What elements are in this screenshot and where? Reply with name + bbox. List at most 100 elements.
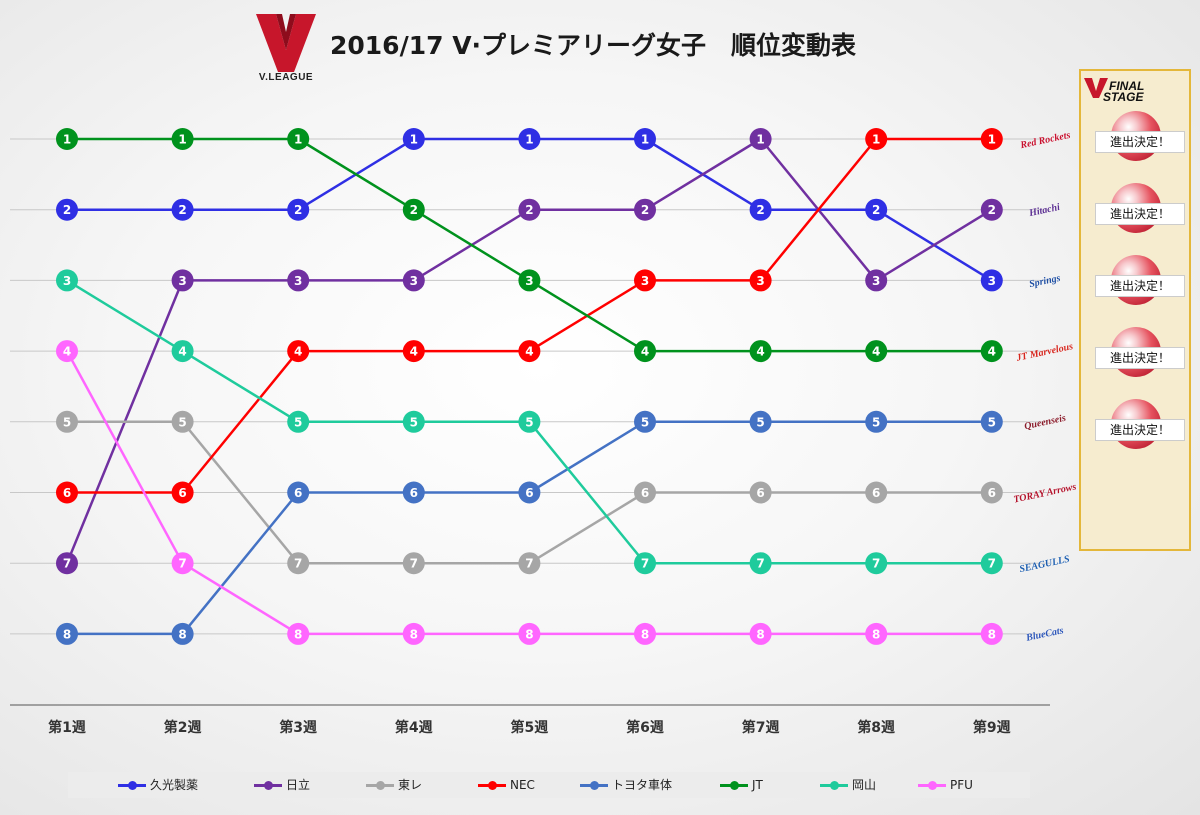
seagulls-logo: SEAGULLS <box>1012 541 1078 587</box>
data-point: 4 <box>634 340 656 363</box>
data-point-marker <box>865 410 888 433</box>
data-point: 8 <box>402 622 425 645</box>
data-point: 6 <box>56 481 78 504</box>
data-label: 3 <box>756 274 764 288</box>
data-point-marker <box>287 269 310 292</box>
data-point: 3 <box>865 269 888 292</box>
data-point-marker <box>402 340 425 363</box>
data-point-marker <box>518 410 541 433</box>
data-label: 7 <box>641 557 649 571</box>
data-label: 1 <box>988 133 996 147</box>
data-point: 1 <box>980 128 1003 150</box>
advance-label: 進出決定！ <box>1095 419 1185 441</box>
data-label: 2 <box>410 203 418 217</box>
data-label: 4 <box>410 345 418 359</box>
legend-label: PFU <box>950 778 973 792</box>
data-point-marker <box>518 552 541 575</box>
data-point: 5 <box>56 410 78 433</box>
red-rockets-logo: Red Rockets <box>1012 117 1078 163</box>
data-point-marker <box>865 622 888 645</box>
data-point: 3 <box>634 269 656 292</box>
data-label: 7 <box>410 557 418 571</box>
data-label: 5 <box>63 415 71 429</box>
x-tick-label: 第8週 <box>857 719 895 736</box>
v-league-mark-icon <box>256 14 316 72</box>
data-point-marker <box>171 340 194 363</box>
data-point: 8 <box>56 622 78 645</box>
advance-label: 進出決定！ <box>1095 131 1185 153</box>
data-point-marker <box>287 340 310 363</box>
data-point-marker <box>56 340 78 363</box>
data-point-marker <box>518 269 541 292</box>
data-label: 3 <box>988 274 996 288</box>
data-point: 7 <box>287 552 310 575</box>
data-point-marker <box>402 269 425 292</box>
advance-label: 進出決定！ <box>1095 203 1185 225</box>
marvelous-logo: JT Marvelous <box>1012 329 1078 375</box>
data-point: 4 <box>56 340 78 363</box>
data-point-marker <box>287 410 310 433</box>
data-point: 2 <box>402 198 425 221</box>
x-tick-label: 第5週 <box>511 719 549 736</box>
data-point-marker <box>980 481 1003 504</box>
data-label: 8 <box>63 627 71 641</box>
data-point: 1 <box>56 128 78 150</box>
data-label: 4 <box>756 345 764 359</box>
data-point: 4 <box>402 340 425 363</box>
chart-legend: 久光製薬 日立 東レ NEC トヨタ車体 JT 岡山 PFU <box>68 772 1030 798</box>
data-point: 6 <box>980 481 1003 504</box>
data-point: 6 <box>518 481 541 504</box>
data-label: 1 <box>178 133 186 147</box>
team-logo-text: TORAY Arrows <box>1012 481 1078 506</box>
data-point: 6 <box>749 481 772 504</box>
data-point-marker <box>402 552 425 575</box>
legend-label: JT <box>752 778 763 792</box>
final-stage-title: FINAL STAGE <box>1099 80 1144 103</box>
data-label: 2 <box>872 203 880 217</box>
data-point: 5 <box>865 410 888 433</box>
data-label: 7 <box>988 557 996 571</box>
data-point-marker <box>634 269 656 292</box>
data-point-marker <box>749 198 772 221</box>
data-label: 8 <box>641 627 649 641</box>
data-label: 8 <box>756 627 764 641</box>
x-tick-label: 第1週 <box>48 719 86 736</box>
final-stage-logo: FINAL STAGE <box>1081 75 1189 105</box>
legend-marker <box>590 781 599 790</box>
final-stage-v-icon <box>1084 78 1108 98</box>
x-tick-label: 第3週 <box>279 719 317 736</box>
data-point-marker <box>518 340 541 363</box>
data-point-marker <box>865 552 888 575</box>
data-point-marker <box>980 552 1003 575</box>
data-point-marker <box>171 128 194 150</box>
data-point: 3 <box>287 269 310 292</box>
data-point-marker <box>56 410 78 433</box>
data-label: 1 <box>525 133 533 147</box>
data-label: 1 <box>294 133 302 147</box>
data-point-marker <box>634 198 656 221</box>
data-point: 2 <box>749 198 772 221</box>
data-point: 4 <box>287 340 310 363</box>
chart-series: 2 2 2 1 1 1 2 2 3 7 3 3 3 2 2 1 3 2 5 5 7 7 7 6 6 6 6 6 6 4 4 4 3 3 1 1 8 8 6 6… <box>56 128 1003 645</box>
data-point-marker <box>56 128 78 150</box>
team-logo-text: Red Rockets <box>1018 129 1071 151</box>
data-point: 5 <box>402 410 425 433</box>
data-point-marker <box>980 128 1003 150</box>
data-point-marker <box>56 552 78 575</box>
data-point: 4 <box>518 340 541 363</box>
advance-label: 進出決定！ <box>1095 347 1185 369</box>
data-label: 3 <box>525 274 533 288</box>
data-label: 4 <box>641 345 649 359</box>
data-point: 3 <box>980 269 1003 292</box>
data-point: 3 <box>402 269 425 292</box>
data-label: 2 <box>525 203 533 217</box>
data-point-marker <box>749 552 772 575</box>
series-line-JT <box>67 137 992 353</box>
data-point-marker <box>980 198 1003 221</box>
legend-marker <box>830 781 839 790</box>
data-point: 7 <box>402 552 425 575</box>
team-logo-text: SEAGULLS <box>1018 553 1072 575</box>
series-line-NEC <box>67 137 992 494</box>
data-point-marker <box>518 198 541 221</box>
